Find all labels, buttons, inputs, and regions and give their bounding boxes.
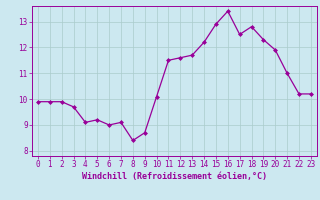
X-axis label: Windchill (Refroidissement éolien,°C): Windchill (Refroidissement éolien,°C)	[82, 172, 267, 181]
